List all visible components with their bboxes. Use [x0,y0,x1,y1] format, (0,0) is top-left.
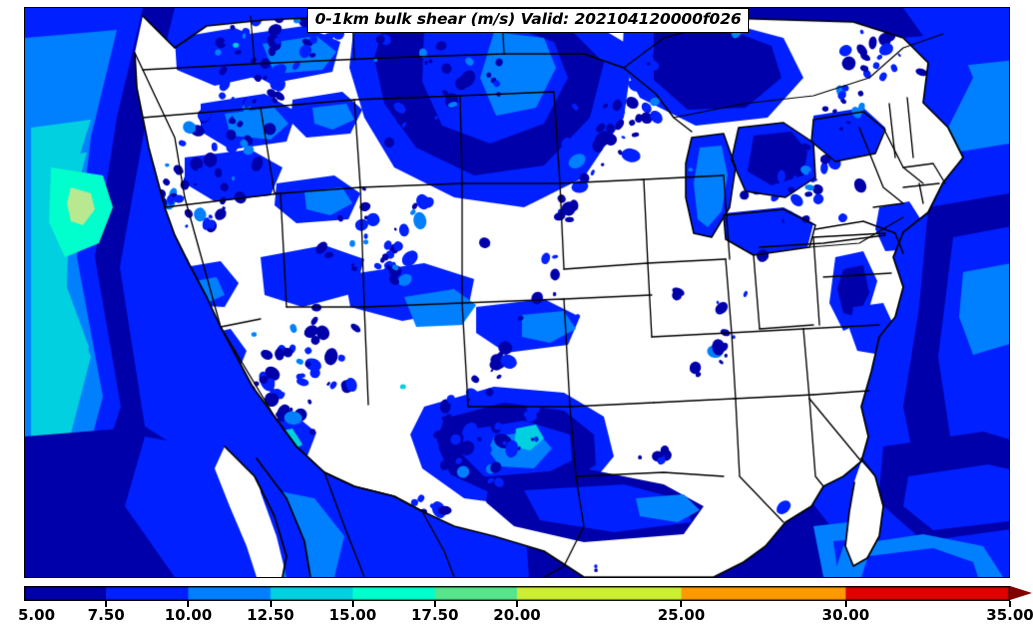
colorbar-ticks [24,601,1011,607]
colorbar-tick-label: 20.00 [493,606,541,624]
colorbar-tick [844,601,847,607]
colorbar-overflow-arrow-icon [1010,586,1032,600]
colorbar [24,586,1010,601]
colorbar-tick-label: 7.50 [87,606,125,624]
colorbar-tick-label: 10.00 [164,606,213,624]
colorbar-tick [680,601,683,607]
colorbar-tick [351,601,354,607]
page-title: 0-1km bulk shear (m/s) Valid: 2021041200… [307,8,750,33]
colorbar-tick-label: 5.00 [18,606,56,624]
colorbar-tick-label: 25.00 [657,606,706,624]
colorbar-tick-label: 30.00 [821,606,870,624]
colorbar-tick-label: 12.50 [246,606,295,624]
colorbar-tick [433,601,436,607]
colorbar-tick [105,601,108,607]
map-plot-area [24,7,1010,578]
colorbar-tick [269,601,272,607]
shear-contour-fill-map [25,8,1009,577]
colorbar-tick-label: 35.00 [986,606,1033,624]
colorbar-tick [187,601,190,607]
colorbar-tick-label: 15.00 [328,606,377,624]
colorbar-gradient [24,586,1010,601]
colorbar-tick [1009,601,1011,607]
colorbar-tick [516,601,518,607]
colorbar-tick-labels: 5.00 7.50 10.00 12.50 15.00 17.50 20.00 25.00 30… [0,606,1033,628]
colorbar-tick-label: 17.50 [411,606,459,624]
